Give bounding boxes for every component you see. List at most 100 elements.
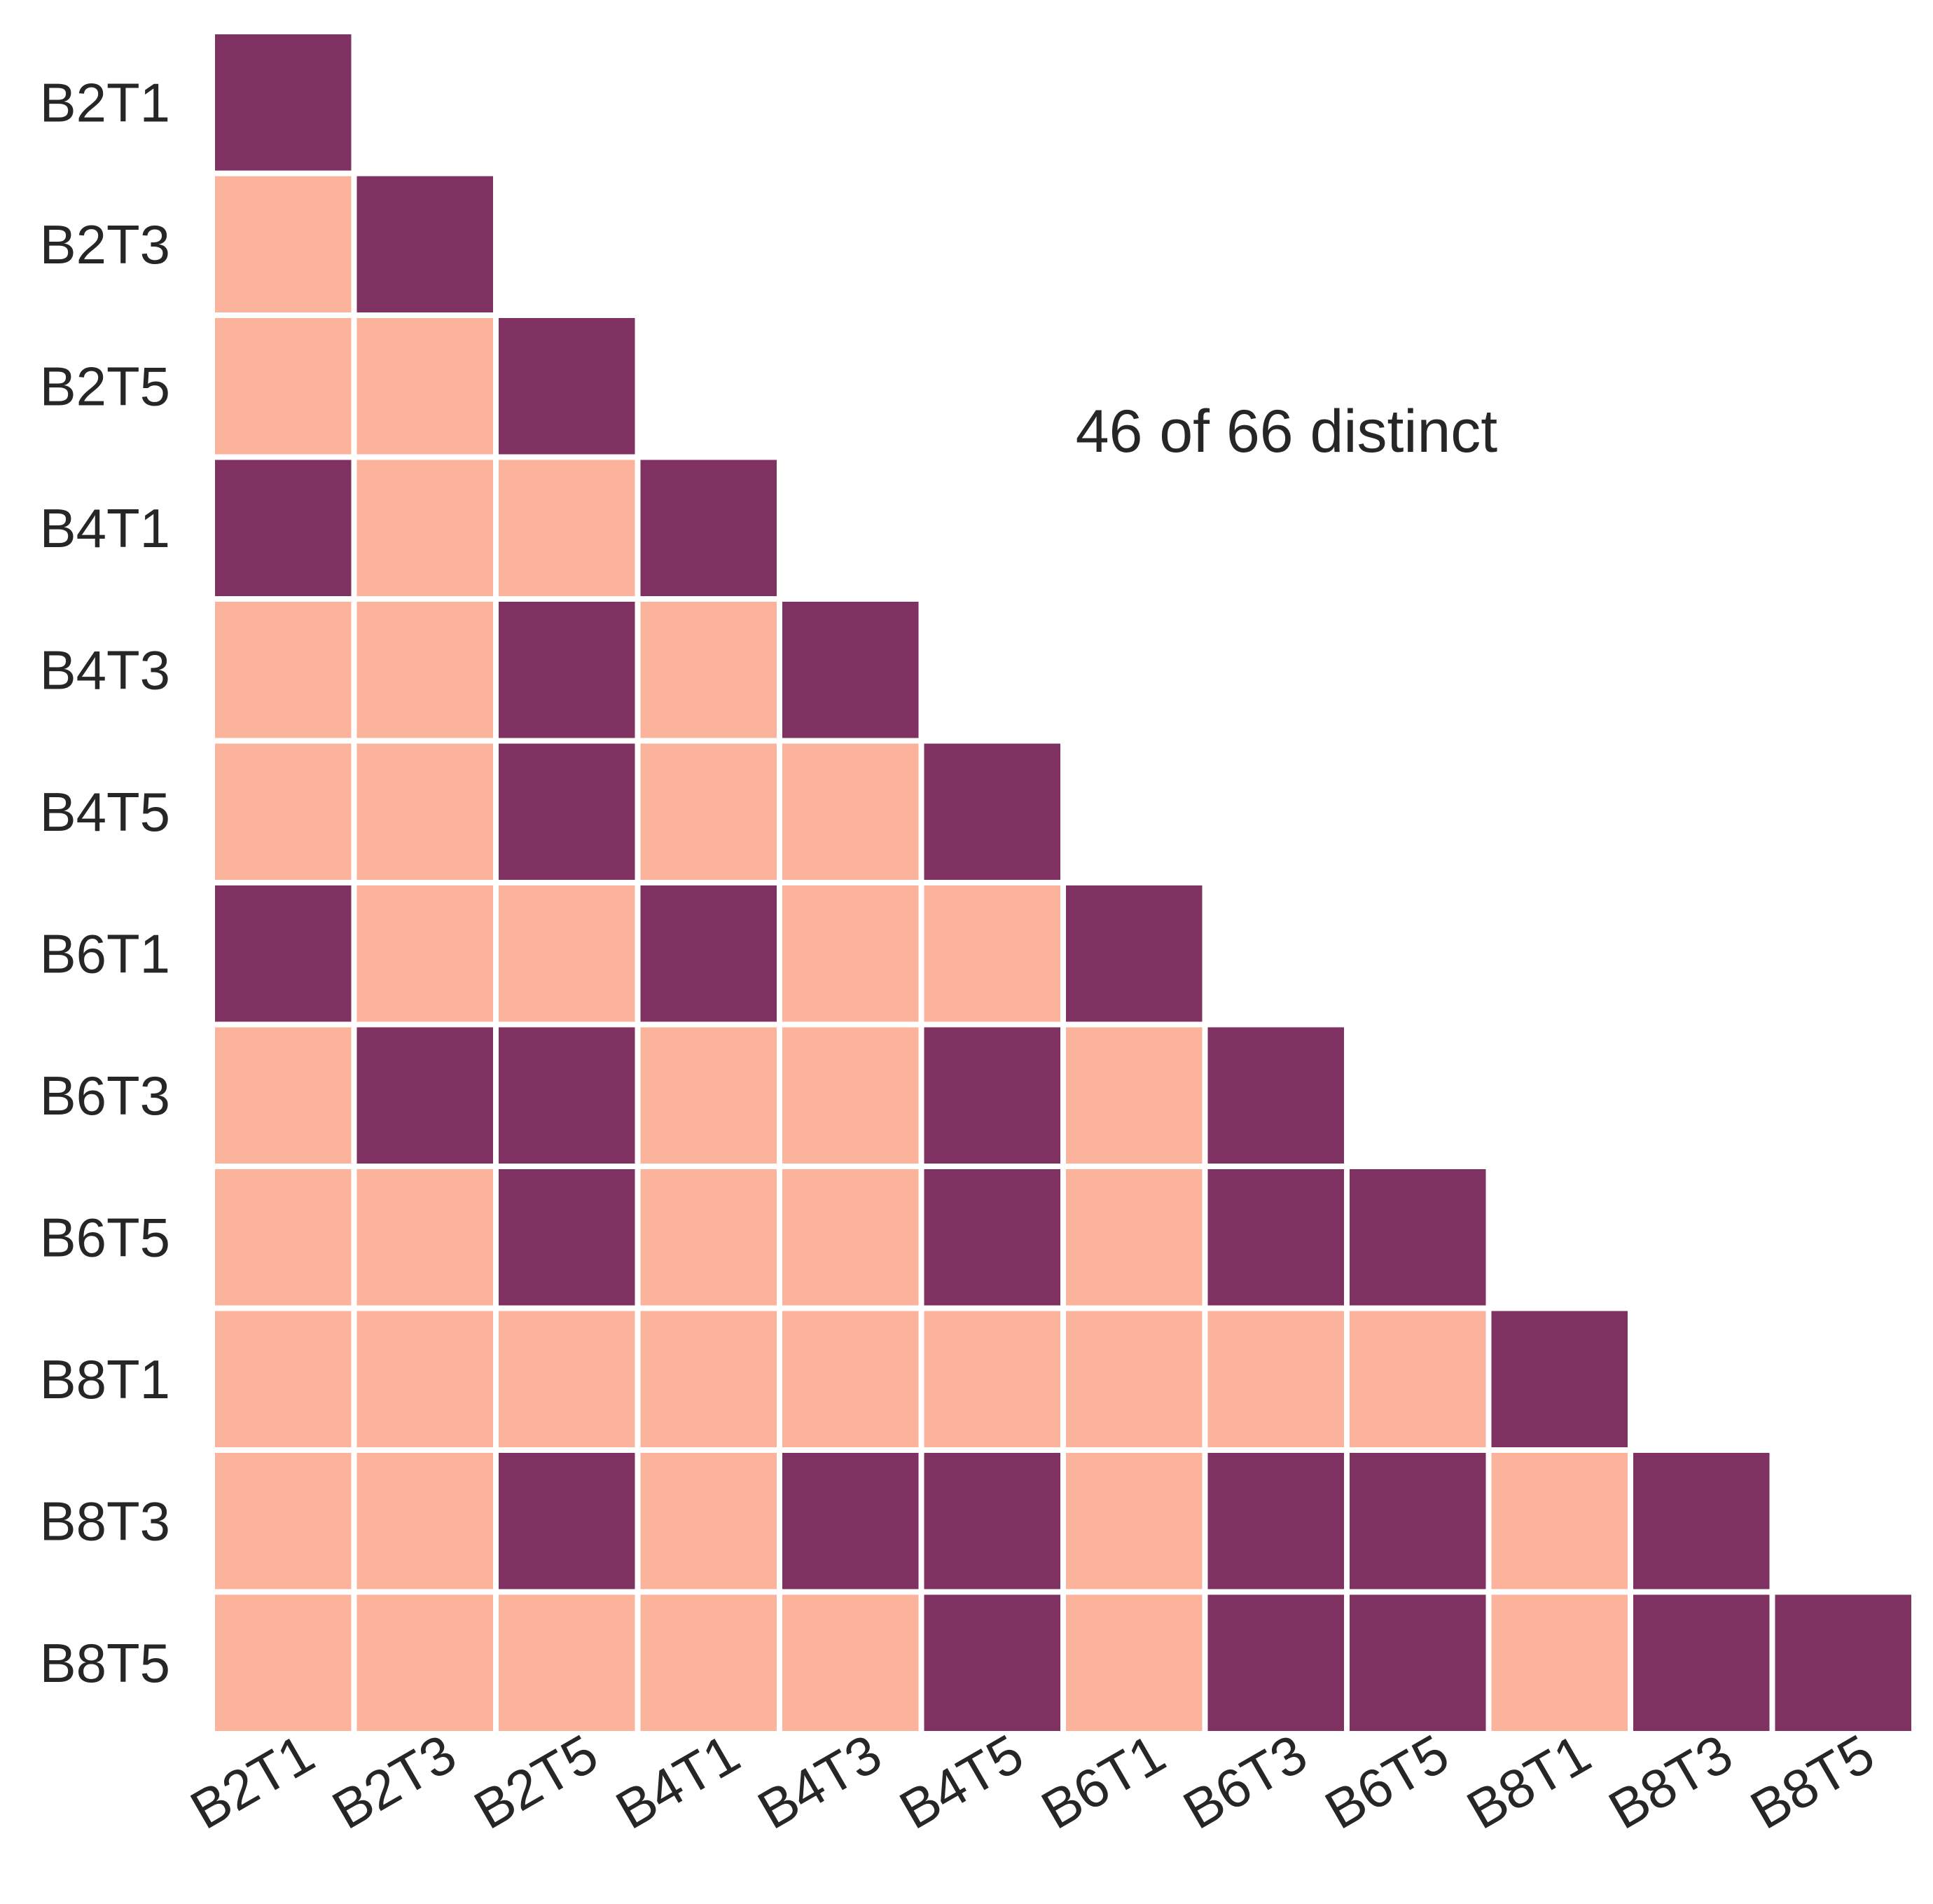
- x-tick-label: B2T5: [464, 1723, 607, 1841]
- heatmap-cells: [215, 34, 1911, 1731]
- cell-B6T5-B6T5: [1350, 1169, 1486, 1306]
- cell-B8T5-B6T3: [1207, 1594, 1344, 1731]
- cell-B4T5-B2T1: [215, 743, 352, 880]
- cell-B6T3-B6T3: [1207, 1027, 1344, 1164]
- cell-B4T1-B2T5: [499, 460, 635, 596]
- y-tick-label: B2T1: [40, 71, 170, 133]
- cell-B6T1-B6T1: [1066, 885, 1203, 1022]
- cell-B8T3-B4T5: [924, 1453, 1060, 1589]
- cell-B4T3-B2T1: [215, 602, 352, 738]
- cell-B8T1-B6T3: [1207, 1311, 1344, 1447]
- x-tick-label: B8T1: [1457, 1723, 1600, 1841]
- cell-B8T5-B2T3: [356, 1594, 493, 1731]
- cell-B6T3-B6T1: [1066, 1027, 1203, 1164]
- x-tick-label: B4T3: [747, 1723, 891, 1841]
- y-tick-label: B4T3: [40, 639, 170, 701]
- x-tick-label: B8T5: [1740, 1723, 1884, 1841]
- x-tick-label: B6T1: [1031, 1723, 1175, 1841]
- x-tick-label: B6T3: [1173, 1723, 1317, 1841]
- cell-B6T3-B2T1: [215, 1027, 352, 1164]
- cell-B4T5-B4T5: [924, 743, 1060, 880]
- cell-B4T1-B2T1: [215, 460, 352, 596]
- cell-B8T3-B2T3: [356, 1453, 493, 1589]
- y-tick-label: B6T3: [40, 1065, 170, 1126]
- cell-B6T3-B4T1: [640, 1027, 777, 1164]
- cell-B8T3-B6T1: [1066, 1453, 1203, 1589]
- cell-B6T5-B4T5: [924, 1169, 1060, 1306]
- cell-B4T3-B2T3: [356, 602, 493, 738]
- cell-B8T5-B6T1: [1066, 1594, 1203, 1731]
- cell-B6T5-B4T3: [782, 1169, 919, 1306]
- cell-B8T3-B4T1: [640, 1453, 777, 1589]
- cell-B8T1-B4T5: [924, 1311, 1060, 1447]
- cell-B8T5-B6T5: [1350, 1594, 1486, 1731]
- cell-B4T3-B4T3: [782, 602, 919, 738]
- cell-B6T3-B4T3: [782, 1027, 919, 1164]
- distinct-count-annotation: 46 of 66 distinct: [1076, 398, 1497, 465]
- cell-B8T3-B2T5: [499, 1453, 635, 1589]
- cell-B6T1-B4T1: [640, 885, 777, 1022]
- cell-B6T1-B4T3: [782, 885, 919, 1022]
- cell-B6T5-B2T3: [356, 1169, 493, 1306]
- cell-B4T5-B2T5: [499, 743, 635, 880]
- cell-B4T5-B4T3: [782, 743, 919, 880]
- x-tick-label: B4T1: [606, 1723, 749, 1841]
- x-tick-label: B8T3: [1598, 1723, 1742, 1841]
- y-tick-label: B8T3: [40, 1490, 170, 1552]
- cell-B4T1-B4T1: [640, 460, 777, 596]
- cell-B6T1-B2T5: [499, 885, 635, 1022]
- cell-B8T5-B8T3: [1633, 1594, 1770, 1731]
- cell-B8T1-B4T1: [640, 1311, 777, 1447]
- cell-B6T1-B4T5: [924, 885, 1060, 1022]
- y-tick-label: B2T5: [40, 355, 170, 417]
- y-tick-label: B6T1: [40, 923, 170, 984]
- x-tick-label: B4T5: [889, 1723, 1033, 1841]
- cell-B8T1-B2T3: [356, 1311, 493, 1447]
- cell-B2T5-B2T5: [499, 318, 635, 455]
- x-tick-label: B6T5: [1315, 1723, 1458, 1841]
- cell-B4T5-B4T1: [640, 743, 777, 880]
- cell-B8T5-B4T1: [640, 1594, 777, 1731]
- cell-B4T5-B2T3: [356, 743, 493, 880]
- cell-B6T5-B6T1: [1066, 1169, 1203, 1306]
- cell-B6T3-B4T5: [924, 1027, 1060, 1164]
- y-tick-label: B2T3: [40, 214, 170, 275]
- cell-B4T1-B2T3: [356, 460, 493, 596]
- y-tick-labels: B2T1 B2T3 B2T5 B4T1 B4T3 B4T5 B6T1 B6T3 B6T5 B8T1…: [40, 71, 170, 1694]
- cell-B8T5-B8T1: [1491, 1594, 1628, 1731]
- x-tick-labels: B2T1B2T3B2T5B4T1B4T3B4T5B6T1B6T3B6T5B8T1…: [180, 1723, 1884, 1841]
- cell-B8T5-B2T1: [215, 1594, 352, 1731]
- cell-B2T5-B2T1: [215, 318, 352, 455]
- cell-B6T3-B2T3: [356, 1027, 493, 1164]
- cell-B8T1-B2T5: [499, 1311, 635, 1447]
- y-tick-label: B8T5: [40, 1632, 170, 1694]
- cell-B8T1-B2T1: [215, 1311, 352, 1447]
- cell-B2T5-B2T3: [356, 318, 493, 455]
- y-tick-label: B6T5: [40, 1206, 170, 1268]
- cell-B6T5-B2T5: [499, 1169, 635, 1306]
- y-tick-label: B8T1: [40, 1348, 170, 1410]
- cell-B6T1-B2T1: [215, 885, 352, 1022]
- cell-B8T3-B4T3: [782, 1453, 919, 1589]
- cell-B6T5-B4T1: [640, 1169, 777, 1306]
- cell-B8T5-B4T5: [924, 1594, 1060, 1731]
- y-tick-label: B4T1: [40, 497, 170, 559]
- cell-B4T3-B2T5: [499, 602, 635, 738]
- cell-B6T5-B2T1: [215, 1169, 352, 1306]
- cell-B2T1-B2T1: [215, 34, 352, 171]
- cell-B6T1-B2T3: [356, 885, 493, 1022]
- cell-B8T3-B6T5: [1350, 1453, 1486, 1589]
- cell-B8T1-B8T1: [1491, 1311, 1628, 1447]
- cell-B8T3-B8T3: [1633, 1453, 1770, 1589]
- cell-B8T5-B4T3: [782, 1594, 919, 1731]
- cell-B8T1-B6T1: [1066, 1311, 1203, 1447]
- x-tick-label: B2T3: [322, 1723, 466, 1841]
- cell-B8T1-B6T5: [1350, 1311, 1486, 1447]
- cell-B8T5-B8T5: [1775, 1594, 1911, 1731]
- cell-B2T3-B2T1: [215, 176, 352, 312]
- cell-B2T3-B2T3: [356, 176, 493, 312]
- cell-B8T3-B2T1: [215, 1453, 352, 1589]
- cell-B8T1-B4T3: [782, 1311, 919, 1447]
- cell-B8T5-B2T5: [499, 1594, 635, 1731]
